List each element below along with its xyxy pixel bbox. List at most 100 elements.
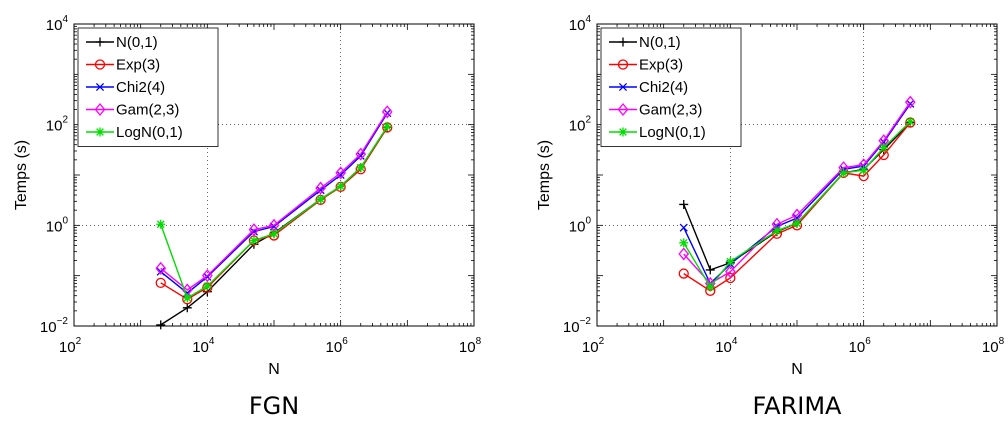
legend-item: N(0,1) (609, 34, 681, 51)
data-point (315, 181, 326, 195)
data-point (202, 281, 212, 291)
series-LogN(0,1) (156, 121, 392, 303)
data-point (356, 163, 366, 173)
data-point (156, 320, 166, 330)
y-tick-label: 10−2 (563, 316, 592, 336)
legend-label: Chi2(4) (116, 79, 165, 96)
y-tick-label: 10−2 (40, 316, 69, 336)
y-tick-label: 104 (569, 14, 592, 34)
series-line (160, 111, 388, 291)
data-point (249, 235, 259, 245)
data-point (792, 218, 802, 228)
x-axis-label: N (268, 361, 280, 378)
x-tick-label: 106 (849, 336, 872, 356)
data-point (678, 247, 690, 261)
legend-label: N(0,1) (116, 34, 158, 51)
data-point (724, 265, 736, 279)
data-point (95, 127, 105, 137)
data-point (617, 59, 629, 70)
data-point (316, 186, 325, 195)
legend-item: Gam(2,3) (609, 102, 702, 119)
data-point (182, 303, 192, 313)
x-tick-label: 104 (715, 336, 738, 356)
data-point (94, 102, 106, 117)
y-axis-label: Temps (s) (536, 140, 553, 210)
y-axis-label: Temps (s) (13, 140, 30, 210)
legend-item: Exp(3) (609, 57, 683, 74)
legend-label: Exp(3) (639, 57, 683, 74)
series-line (160, 126, 388, 300)
data-point (95, 82, 105, 92)
data-point (679, 238, 689, 248)
legend-item: Exp(3) (86, 57, 160, 74)
legend-label: Exp(3) (116, 57, 160, 74)
data-point (201, 269, 213, 283)
data-point (155, 277, 166, 288)
legend-label: Gam(2,3) (639, 102, 702, 119)
y-tick-label: 102 (569, 115, 592, 135)
legend-label: Gam(2,3) (116, 102, 179, 119)
legend-item: Gam(2,3) (86, 102, 179, 119)
data-point (269, 229, 279, 239)
x-axis-label: N (791, 361, 803, 378)
data-point (336, 170, 345, 180)
data-point (904, 95, 916, 109)
data-point (618, 37, 628, 47)
data-point (618, 82, 628, 92)
legend-label: LogN(0,1) (116, 124, 183, 141)
data-point (772, 226, 782, 236)
legend-item: LogN(0,1) (609, 124, 706, 141)
data-point (335, 166, 347, 180)
x-tick-label: 102 (582, 336, 605, 356)
series-line (160, 127, 388, 301)
legend-item: Chi2(4) (609, 79, 688, 96)
y-tick-label: 100 (46, 215, 69, 235)
x-tick-label: 106 (326, 336, 349, 356)
legend: N(0,1) Exp(3) Chi2(4) Gam(2,3) LogN(0,1) (77, 27, 219, 147)
ticks (596, 24, 997, 327)
data-point (859, 165, 869, 175)
data-point (839, 168, 849, 178)
data-point (679, 223, 688, 232)
data-point (617, 102, 629, 117)
data-point (355, 147, 367, 161)
data-point (336, 181, 346, 191)
chart-caption: FGN (249, 392, 299, 420)
data-point (618, 127, 628, 137)
legend-item: LogN(0,1) (86, 124, 183, 141)
data-point (678, 268, 689, 279)
series-LogN(0,1) (679, 117, 915, 292)
y-tick-label: 102 (46, 115, 69, 135)
legend-label: N(0,1) (639, 34, 681, 51)
data-point (182, 293, 192, 303)
data-point (725, 272, 736, 284)
series-line (683, 101, 911, 285)
legend-label: Chi2(4) (639, 79, 688, 96)
data-point (879, 143, 889, 153)
legend-label: LogN(0,1) (639, 124, 706, 141)
y-tick-label: 104 (46, 14, 69, 34)
legend-item: N(0,1) (86, 34, 158, 51)
data-point (95, 37, 105, 47)
data-point (382, 121, 392, 131)
y-tick-label: 100 (569, 215, 592, 235)
x-tick-label: 108 (982, 336, 1005, 356)
data-point (905, 117, 915, 127)
data-point (94, 59, 106, 70)
series-line (683, 122, 911, 292)
data-point (679, 199, 689, 209)
x-tick-label: 108 (459, 336, 482, 356)
chart-panel-1: 102 104 106 108 10−2 100 102 104 N Temps (s) FARIM… (536, 14, 1005, 420)
data-point (248, 223, 260, 237)
data-point (381, 105, 393, 119)
data-point (725, 257, 735, 267)
data-point (156, 219, 166, 229)
legend: N(0,1) Exp(3) Chi2(4) Gam(2,3) LogN(0,1) (600, 27, 742, 147)
data-point (356, 151, 365, 160)
x-tick-label: 102 (59, 336, 82, 356)
data-point (705, 282, 715, 292)
chart-caption: FARIMA (753, 392, 842, 420)
data-point (155, 261, 167, 275)
x-tick-label: 104 (192, 336, 215, 356)
